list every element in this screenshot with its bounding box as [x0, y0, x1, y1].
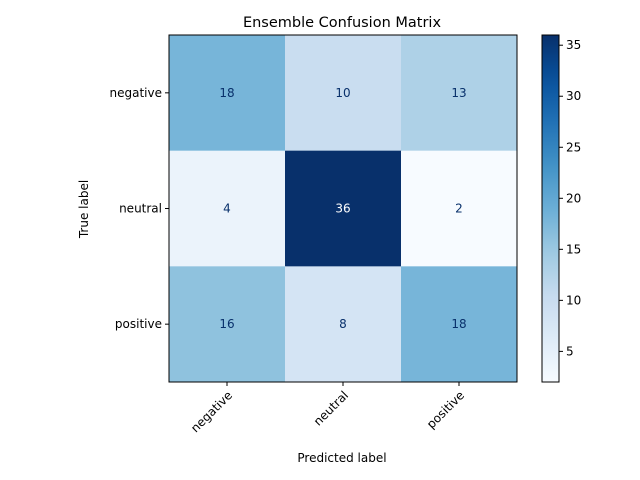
cell-value-label: 36: [335, 202, 350, 216]
colorbar-tick-label: 20: [566, 191, 581, 205]
colorbar: [541, 34, 560, 383]
cell-value-label: 18: [451, 317, 466, 331]
heatmap-cell: [285, 150, 402, 267]
cell-value-label: 8: [339, 317, 347, 331]
heatmap-cell: [169, 35, 286, 152]
heatmap-cell-labels: 18 10 13 4 36 2 16 8 18: [219, 86, 466, 331]
cell-value-label: 13: [451, 86, 466, 100]
heatmap-cell: [285, 35, 402, 152]
x-tick-label: neutral: [311, 388, 351, 428]
cell-value-label: 2: [455, 202, 463, 216]
heatmap-cell: [169, 266, 286, 383]
heatmap-cell: [401, 35, 518, 152]
y-tick-label: negative: [110, 86, 162, 100]
y-axis-label: True label: [77, 180, 91, 239]
cell-value-label: 18: [219, 86, 234, 100]
colorbar-tick-label: 35: [566, 38, 581, 52]
x-tick-label: negative: [188, 388, 235, 435]
heatmap-cell: [401, 150, 518, 267]
heatmap-cells: [169, 35, 518, 383]
x-axis-ticks: negative neutral positive: [188, 382, 467, 435]
chart-title: Ensemble Confusion Matrix: [243, 15, 442, 31]
heatmap-cell: [285, 266, 402, 383]
colorbar-ticks: 5 10 15 20 25 30 35: [559, 38, 581, 358]
colorbar-tick-label: 5: [566, 344, 574, 358]
colorbar-tick-label: 10: [566, 293, 581, 307]
heatmap-cell: [401, 266, 518, 383]
heatmap-cell: [169, 150, 286, 267]
colorbar-tick-label: 25: [566, 140, 581, 154]
x-axis-label: Predicted label: [297, 451, 386, 465]
colorbar-tick-label: 15: [566, 242, 581, 256]
y-axis-ticks: negative neutral positive: [110, 86, 169, 331]
cell-value-label: 16: [219, 317, 234, 331]
cell-value-label: 10: [335, 86, 350, 100]
x-tick-label: positive: [424, 388, 467, 431]
cell-value-label: 4: [223, 202, 231, 216]
colorbar-tick-label: 30: [566, 89, 581, 103]
y-tick-label: neutral: [119, 202, 162, 216]
y-tick-label: positive: [115, 317, 162, 331]
